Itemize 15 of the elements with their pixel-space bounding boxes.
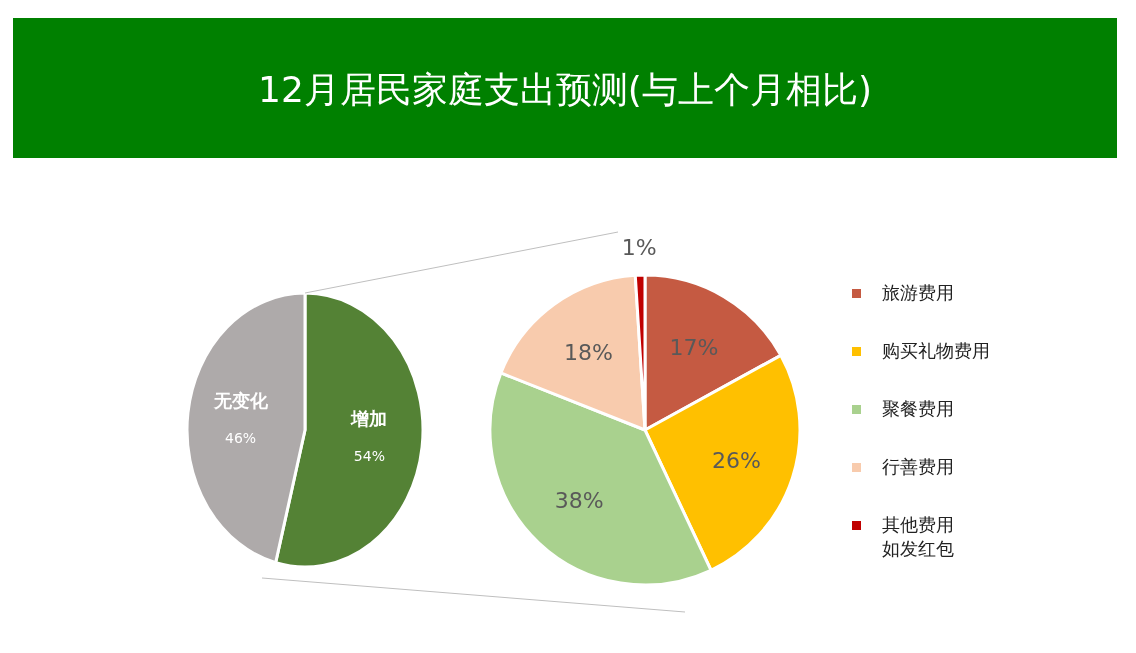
legend-label: 其他费用如发红包 xyxy=(882,515,954,559)
slice-label: 增加 xyxy=(350,409,388,430)
slice-label: 无变化 xyxy=(212,390,269,411)
legend-label: 购买礼物费用 xyxy=(882,341,990,361)
data-label: 17% xyxy=(669,335,719,361)
legend-label: 行善费用 xyxy=(882,457,954,477)
data-label: 54% xyxy=(353,448,385,465)
data-label: 1% xyxy=(621,235,657,261)
data-label: 38% xyxy=(554,488,604,514)
data-label: 26% xyxy=(711,447,761,473)
data-label: 18% xyxy=(564,340,613,366)
text: 12月居民家庭支出预测(与上个月相比) xyxy=(258,69,872,110)
legend-label: 聚餐费用 xyxy=(882,399,954,419)
data-label: 46% xyxy=(225,429,257,446)
legend-label: 旅游费用 xyxy=(882,283,954,303)
